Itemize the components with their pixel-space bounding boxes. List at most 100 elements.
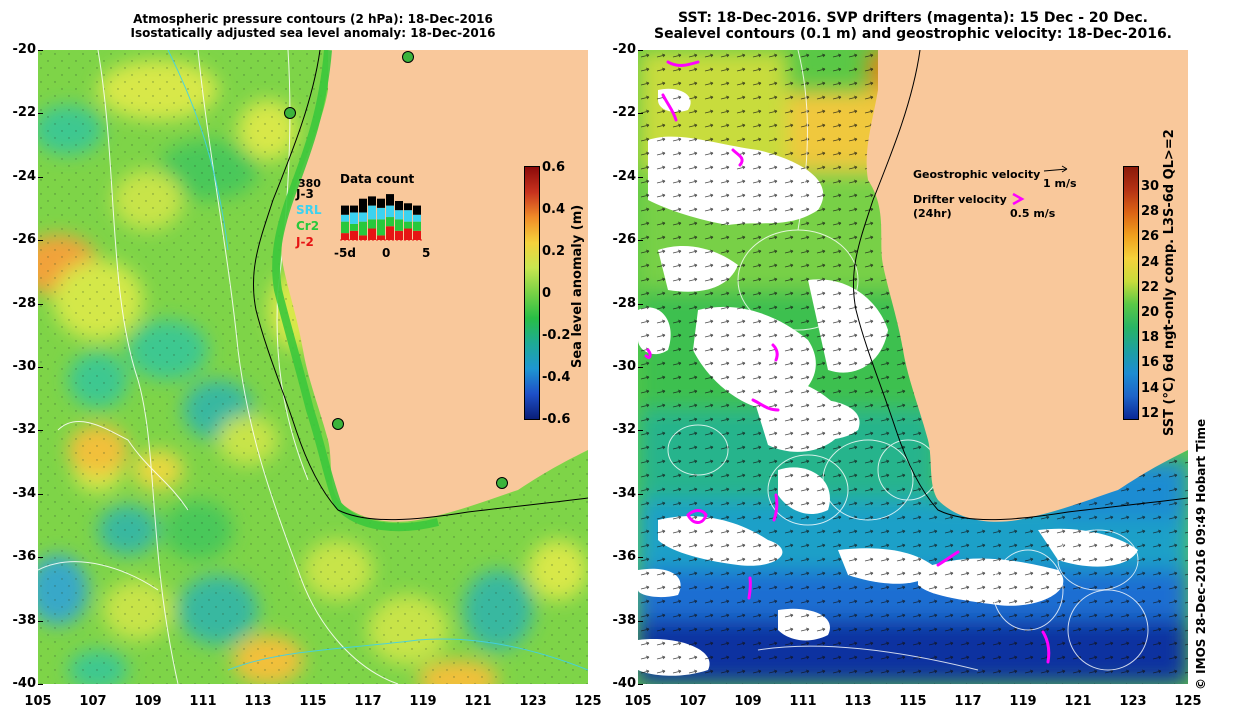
- lon-tick-label: 113: [844, 694, 872, 709]
- data-count-bar-segment: [350, 205, 358, 213]
- lat-tick-label: -24: [12, 168, 37, 184]
- lat-tick-label: -26: [12, 232, 37, 248]
- lat-tick-label: -40: [612, 676, 637, 691]
- data-count-bar-segment: [386, 205, 394, 218]
- lat-tick-mark: [638, 684, 643, 685]
- sla-colorbar-label: Sea level anomaly (m): [570, 204, 585, 368]
- data-count-bar-segment: [395, 210, 403, 220]
- colorbar-tick: 0.2: [542, 244, 566, 259]
- data-count-bar-segment: [413, 205, 421, 215]
- lat-tick-mark: [638, 557, 643, 559]
- colorbar-tick: -0.6: [542, 412, 571, 427]
- drifter-velocity-label-line2: (24hr): [913, 207, 952, 220]
- colorbar-tick: -0.2: [542, 328, 571, 343]
- data-count-bar-segment: [377, 235, 385, 240]
- lon-tick-label: 121: [464, 694, 492, 709]
- colorbar-tick: 0.4: [542, 202, 566, 217]
- geostrophic-velocity-label: Geostrophic velocity: [913, 168, 1041, 181]
- legend-j3: J-3: [296, 187, 314, 201]
- data-count-bar-segment: [341, 233, 349, 240]
- data-count-bar-segment: [350, 223, 358, 231]
- lat-tick-label: -36: [12, 549, 37, 565]
- lat-tick-label: -28: [612, 295, 637, 311]
- data-count-bar-segment: [377, 207, 385, 220]
- colorbar-tick: 30: [1141, 178, 1160, 194]
- colorbar-tick: 22: [1141, 279, 1160, 295]
- data-count-bar-segment: [368, 196, 376, 206]
- lat-tick-mark: [38, 113, 43, 115]
- lat-tick-label: -26: [612, 232, 637, 248]
- data-count-bar-segment: [395, 219, 403, 231]
- lat-tick-mark: [638, 240, 643, 242]
- pressure-contours-cyan: [167, 50, 588, 671]
- lat-tick-mark: [638, 367, 643, 368]
- lat-tick-label: -24: [612, 168, 637, 184]
- colorbar-tick: 16: [1141, 355, 1160, 371]
- colorbar-tick: 28: [1141, 204, 1160, 220]
- colorbar-tick: 14: [1141, 380, 1160, 396]
- lon-tick-label: 125: [574, 694, 602, 709]
- data-count-legend: J-3 SRL Cr2 J-2: [296, 186, 322, 250]
- data-count-bar-segment: [404, 210, 412, 222]
- lon-tick-label: 109: [134, 694, 162, 709]
- data-count-bar-segment: [341, 205, 349, 215]
- shelf-contour: [253, 50, 588, 521]
- data-count-bars: [340, 194, 424, 241]
- lat-tick-mark: [638, 430, 643, 432]
- sst-field: [638, 50, 1188, 684]
- data-count-bar-segment: [386, 217, 394, 227]
- data-count-xtick-0: 0: [382, 246, 391, 260]
- lat-tick-label: -30: [612, 359, 637, 374]
- tide-gauge-marker: [284, 107, 296, 119]
- lon-tick-label: 111: [189, 694, 217, 709]
- data-count-title: Data count: [340, 172, 415, 186]
- data-count-bar-segment: [413, 214, 421, 222]
- lat-tick-mark: [638, 493, 643, 495]
- lon-tick-label: 123: [1119, 694, 1147, 709]
- lon-tick-label: 105: [24, 694, 52, 709]
- lon-tick-label: 117: [954, 694, 982, 709]
- data-count-bar-segment: [368, 205, 376, 220]
- lat-tick-label: -20: [12, 42, 37, 57]
- data-count-bar-segment: [386, 194, 394, 206]
- colorbar-tick: 0: [542, 286, 552, 301]
- data-count-xtick-neg5: -5d: [334, 246, 356, 260]
- lat-tick-mark: [638, 303, 643, 305]
- legend-j2: J-2: [296, 235, 314, 249]
- tide-gauge-marker: [402, 51, 414, 63]
- tide-gauge-marker: [332, 418, 344, 430]
- data-count-bar-segment: [413, 221, 421, 231]
- data-count-bar-segment: [395, 230, 403, 240]
- data-count-bar-segment: [413, 230, 421, 240]
- lat-tick-mark: [38, 367, 43, 368]
- data-count-bar-segment: [404, 228, 412, 240]
- lon-tick-label: 111: [789, 694, 817, 709]
- data-count-bar-segment: [359, 212, 367, 222]
- lat-tick-label: -38: [12, 612, 37, 628]
- sea-level-anomaly-map: [38, 50, 588, 684]
- drifter-scale-label: 0.5 m/s: [1010, 207, 1056, 220]
- lon-tick-label: 105: [624, 694, 652, 709]
- lat-tick-label: -36: [612, 549, 637, 565]
- left-title-line1: Atmospheric pressure contours (2 hPa): 1…: [133, 12, 493, 26]
- data-count-bar-segment: [368, 228, 376, 240]
- colorbar-tick: 26: [1141, 229, 1160, 245]
- lat-tick-mark: [38, 493, 43, 495]
- right-title-line2: Sealevel contours (0.1 m) and geostrophi…: [654, 26, 1172, 42]
- lon-tick-label: 121: [1064, 694, 1092, 709]
- sst-colorbar: [1123, 166, 1139, 420]
- lon-tick-label: 115: [299, 694, 327, 709]
- lat-tick-label: -30: [12, 359, 37, 374]
- lat-tick-mark: [38, 430, 43, 432]
- data-count-xtick-5: 5: [422, 246, 431, 260]
- data-count-bar-segment: [395, 200, 403, 211]
- sst-colorbar-label: SST (°C) 6d ngt-only comp. L3S-6d QL>=2: [1162, 129, 1177, 436]
- lat-tick-mark: [38, 303, 43, 305]
- data-count-bar-segment: [350, 212, 358, 224]
- lat-tick-mark: [638, 620, 643, 622]
- data-count-bar-segment: [359, 198, 367, 213]
- lat-tick-label: -32: [12, 422, 37, 438]
- lon-tick-label: 107: [79, 694, 107, 709]
- geostrophic-arrow-icon: [1043, 165, 1068, 173]
- drifter-velocity-label-line1: Drifter velocity: [913, 193, 1007, 206]
